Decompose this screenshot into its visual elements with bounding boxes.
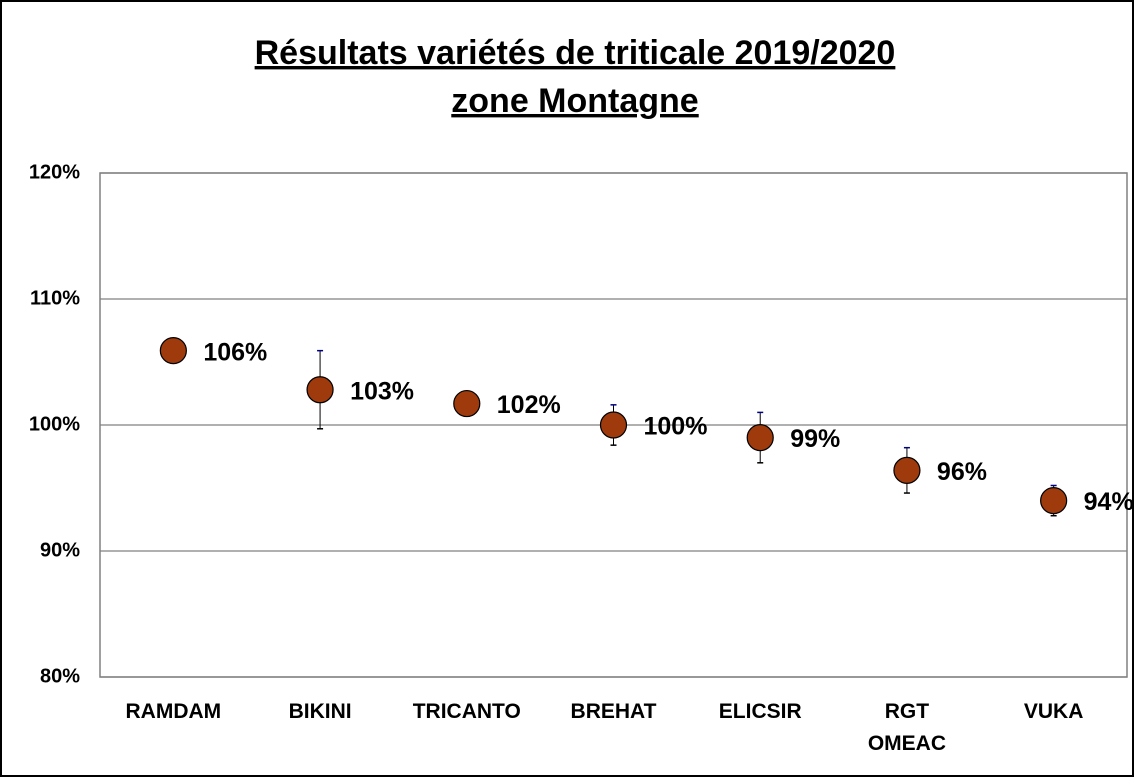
x-tick-label: RAMDAM	[125, 700, 222, 723]
x-tick-label: TRICANTO	[412, 700, 521, 723]
y-tick-label: 110%	[30, 287, 80, 309]
data-label: 99%	[790, 425, 840, 453]
x-tick-label: VUKA	[1023, 700, 1084, 723]
dot	[453, 389, 481, 418]
x-tick-label: ELICSIR	[718, 700, 802, 723]
dot	[746, 424, 774, 452]
dot	[159, 337, 187, 365]
data-label: 94%	[1084, 488, 1134, 516]
chart-title: Résultats variétés de triticale 2019/202…	[255, 34, 896, 72]
dot	[893, 456, 921, 484]
dot	[599, 411, 628, 439]
y-tick-label: 100%	[29, 413, 80, 435]
dot	[1040, 487, 1068, 515]
data-label: 96%	[937, 458, 987, 486]
data-label: 103%	[350, 377, 414, 405]
y-tick-label: 90%	[40, 539, 80, 561]
data-label: 102%	[497, 391, 561, 419]
y-tick-label: 120%	[29, 161, 80, 183]
chart-subtitle: zone Montagne	[451, 82, 698, 120]
x-tick-label: BIKINI	[288, 700, 352, 723]
data-label: 106%	[203, 338, 267, 366]
data-label: 100%	[644, 413, 708, 441]
y-tick-label: 80%	[40, 665, 80, 687]
x-tick-label: RGT OMEAC	[867, 700, 947, 755]
x-tick-label: BREHAT	[570, 700, 657, 723]
dot	[306, 376, 334, 404]
